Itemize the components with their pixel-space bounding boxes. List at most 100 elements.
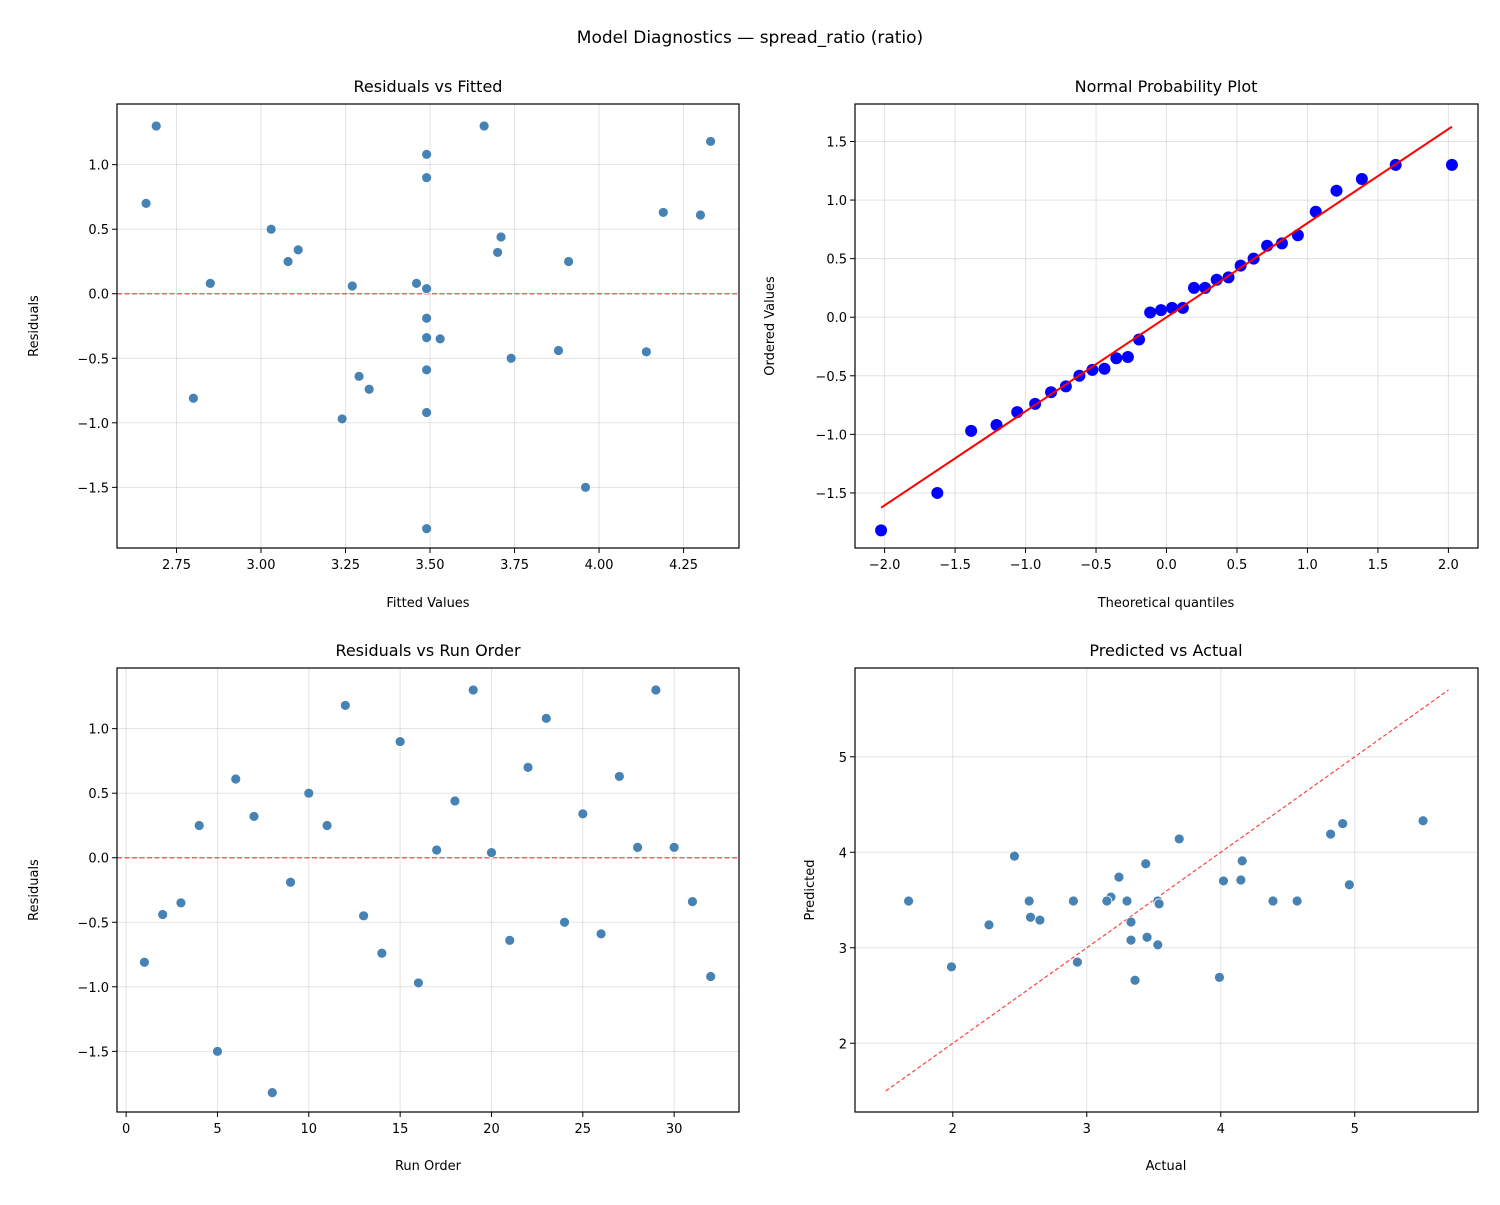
data-point — [504, 934, 516, 946]
x-tick-label: 4.00 — [585, 558, 614, 573]
x-tick-label: 1.5 — [1368, 558, 1389, 573]
y-tick-label: −1.5 — [77, 1045, 109, 1060]
data-point — [336, 413, 348, 425]
x-tick-label: −1.0 — [1010, 558, 1042, 573]
y-tick-label: −0.5 — [815, 370, 847, 385]
axes-frame — [116, 667, 740, 1113]
qq-point — [965, 424, 978, 437]
qq-point — [1291, 229, 1304, 242]
qq-point — [1098, 362, 1111, 375]
y-tick-label: 4 — [839, 846, 847, 861]
identity-reference-line — [885, 689, 1449, 1092]
data-point — [495, 231, 507, 243]
y-tick-label: −1.0 — [77, 981, 109, 996]
data-point — [983, 919, 995, 931]
y-axis-label: Predicted — [803, 859, 818, 920]
data-point — [577, 808, 589, 820]
y-tick-label: 0.5 — [88, 223, 109, 238]
data-point — [1113, 871, 1125, 883]
data-point — [1218, 875, 1229, 887]
data-point — [553, 345, 564, 356]
x-tick-label: 0.0 — [1156, 558, 1177, 573]
data-point — [1214, 971, 1225, 983]
data-point — [376, 947, 388, 959]
data-point — [1267, 895, 1279, 907]
x-tick-label: −0.5 — [1080, 558, 1112, 573]
data-point — [421, 172, 433, 183]
data-point — [421, 148, 433, 160]
panel-title: Predicted vs Actual — [1089, 641, 1242, 660]
y-tick-label: −1.0 — [77, 417, 109, 432]
data-point — [1067, 895, 1079, 907]
data-point — [346, 280, 358, 292]
data-point — [421, 364, 433, 376]
qq-point — [1121, 351, 1134, 364]
data-point — [139, 956, 150, 968]
data-point — [303, 787, 315, 799]
data-point — [1153, 898, 1165, 910]
axes-frame — [116, 103, 740, 549]
y-tick-label: −1.5 — [815, 487, 847, 502]
data-point — [492, 247, 504, 258]
x-tick-label: 30 — [666, 1122, 683, 1137]
data-point — [353, 370, 365, 382]
data-point — [204, 278, 216, 289]
data-point — [1291, 895, 1303, 907]
data-point — [595, 928, 607, 940]
panel-title: Residuals vs Fitted — [354, 77, 503, 96]
data-point — [434, 333, 446, 345]
x-tick-label: 10 — [301, 1122, 318, 1137]
data-point — [363, 383, 375, 395]
x-tick-label: 3.75 — [500, 558, 529, 573]
y-tick-label: −1.0 — [815, 428, 847, 443]
data-point — [187, 392, 199, 404]
plot-area — [117, 120, 739, 535]
data-point — [903, 895, 914, 907]
data-point — [421, 283, 433, 294]
x-tick-label: 5 — [213, 1122, 221, 1137]
data-point — [478, 120, 490, 132]
data-point — [421, 332, 433, 344]
y-axis-label: Residuals — [27, 295, 42, 357]
x-tick-label: 3.50 — [416, 558, 445, 573]
grid — [855, 668, 1478, 1112]
y-tick-label: 1.5 — [826, 135, 847, 150]
data-point — [650, 684, 662, 696]
data-point — [522, 761, 534, 773]
data-point — [421, 312, 433, 324]
data-point — [1125, 916, 1137, 928]
qq-point — [990, 418, 1003, 431]
data-point — [613, 771, 625, 782]
y-tick-label: −0.5 — [77, 916, 109, 931]
data-point — [411, 278, 422, 289]
y-tick-label: −0.5 — [77, 352, 109, 367]
data-point — [640, 346, 652, 358]
normal-probability-panel: Normal Probability Plot Theoretical quan… — [763, 77, 1479, 611]
y-tick-label: 0.5 — [826, 253, 847, 268]
y-tick-label: 2 — [839, 1037, 847, 1052]
qq-point — [1187, 281, 1200, 294]
data-point — [946, 961, 957, 973]
y-tick-label: 1.0 — [88, 159, 109, 174]
x-tick-label: 5 — [1351, 1122, 1359, 1137]
data-point — [421, 407, 433, 418]
data-point — [266, 1087, 278, 1099]
data-point — [282, 256, 294, 267]
data-point — [1009, 850, 1020, 862]
data-point — [1129, 974, 1141, 986]
data-point — [358, 910, 370, 922]
panel-title: Normal Probability Plot — [1075, 77, 1258, 96]
data-point — [394, 736, 406, 747]
predicted-vs-actual-panel: Predicted vs Actual Actual Predicted 2 3 4… — [803, 641, 1479, 1174]
x-axis-label: Fitted Values — [386, 596, 469, 611]
qq-point — [1165, 301, 1178, 314]
data-point — [559, 916, 570, 928]
x-tick-label: 3 — [1083, 1122, 1091, 1137]
data-point — [1337, 818, 1349, 830]
y-tick-label: 1.0 — [826, 194, 847, 209]
y-tick-label: 5 — [839, 751, 847, 766]
data-point — [285, 876, 296, 888]
data-point — [150, 120, 162, 132]
x-tick-label: 3.00 — [247, 558, 276, 573]
grid — [117, 668, 739, 1112]
